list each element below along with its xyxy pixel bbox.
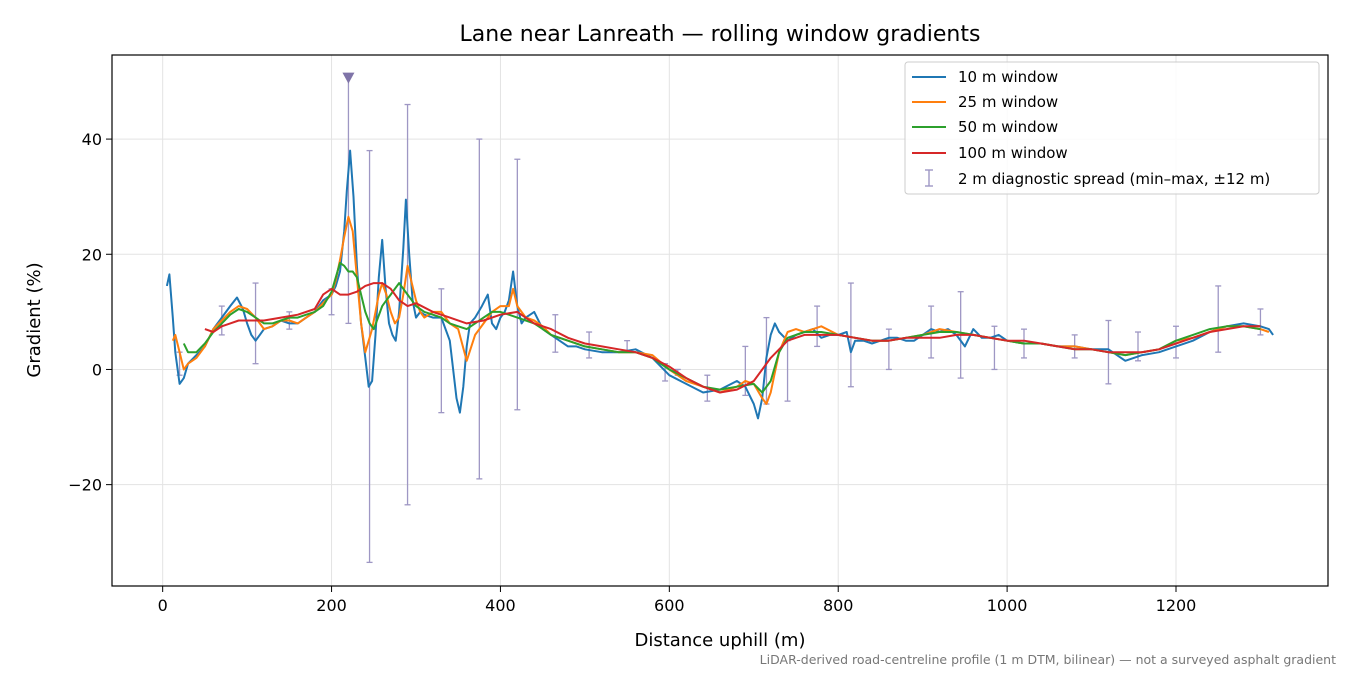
errorbar-21 <box>847 282 854 388</box>
legend-label-errorbar: 2 m diagnostic spread (min–max, ±12 m) <box>958 170 1270 188</box>
y-tick-label-0: −20 <box>68 476 102 495</box>
x-axis-ticks: 0 200 400 600 800 1000 1200 <box>158 586 1197 615</box>
errorbar-6 <box>366 149 373 564</box>
errorbar-7 <box>404 103 411 506</box>
legend: 10 m window 25 m window 50 m window 100 … <box>904 61 1320 195</box>
legend-label-10m: 10 m window <box>958 68 1058 86</box>
y-tick-label-1: 0 <box>92 360 102 379</box>
x-axis-label: Distance uphill (m) <box>635 630 806 651</box>
legend-label-100m: 100 m window <box>958 144 1068 162</box>
errorbar-10 <box>514 158 521 411</box>
series-layer <box>165 149 1274 420</box>
x-tick-label-1: 200 <box>316 596 347 615</box>
errorbar-31 <box>1215 285 1222 353</box>
legend-box <box>904 61 1320 195</box>
errorbar-11 <box>552 314 559 353</box>
errorbar-30 <box>1173 325 1179 359</box>
x-tick-label-0: 0 <box>158 596 168 615</box>
errorbar-8 <box>438 288 445 414</box>
x-tick-label-6: 1200 <box>1156 596 1197 615</box>
errorbar-20 <box>814 305 821 348</box>
legend-label-50m: 50 m window <box>958 118 1058 136</box>
footnote: LiDAR-derived road-centreline profile (1… <box>760 652 1336 667</box>
y-tick-label-2: 20 <box>82 245 102 264</box>
x-tick-label-3: 600 <box>654 596 685 615</box>
x-tick-label-2: 400 <box>485 596 516 615</box>
legend-label-25m: 25 m window <box>958 93 1058 111</box>
errorbar-2 <box>252 282 259 365</box>
errorbar-25 <box>991 325 998 371</box>
marker-layer <box>342 72 355 84</box>
x-tick-label-4: 800 <box>823 596 854 615</box>
y-tick-label-3: 40 <box>82 130 102 149</box>
y-axis-label: Gradient (%) <box>24 262 45 377</box>
chart-title: Lane near Lanreath — rolling window grad… <box>460 22 981 47</box>
y-axis-ticks: −20 0 20 40 <box>68 130 112 495</box>
legend-swatch-errorbar <box>925 169 933 187</box>
series-line-3 <box>204 282 1261 394</box>
errorbar-32 <box>1257 308 1264 336</box>
errorbar-22 <box>885 328 892 371</box>
x-tick-label-5: 1000 <box>987 596 1028 615</box>
plot-frame <box>111 54 1329 587</box>
peak-marker <box>342 72 355 84</box>
